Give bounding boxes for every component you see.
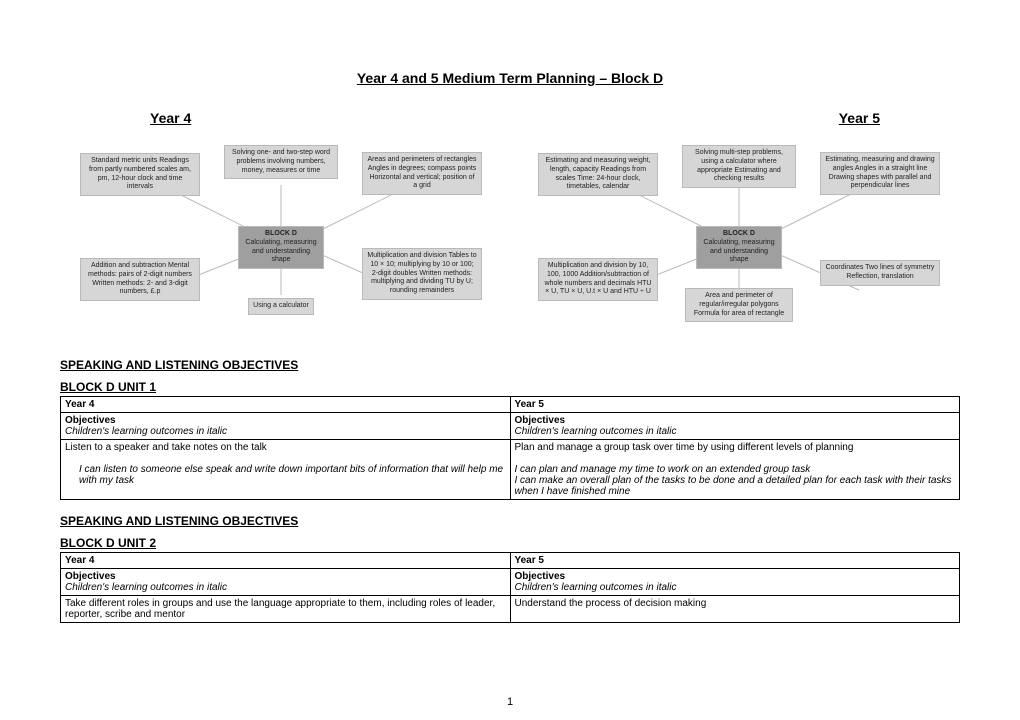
u1-y5-objlabel: Objectives: [515, 415, 566, 426]
sec2-heading2: BLOCK D UNIT 2: [60, 536, 960, 550]
y5-botM: Area and perimeter of regular/irregular …: [685, 288, 793, 322]
u1-y5-body: Plan and manage a group task over time b…: [510, 440, 960, 500]
u1-y4-out: I can listen to someone else speak and w…: [65, 464, 506, 486]
u1-y5-out1: I can plan and manage my time to work on…: [515, 464, 811, 475]
sec1-heading2: BLOCK D UNIT 1: [60, 380, 960, 394]
u2-colL: Year 4: [61, 553, 511, 569]
page-number: 1: [0, 696, 1020, 708]
u1-colR: Year 5: [510, 397, 960, 413]
y4-topR: Areas and perimeters of rectangles Angle…: [362, 152, 482, 195]
u2-colR: Year 5: [510, 553, 960, 569]
u2-y5-body: Understand the process of decision makin…: [510, 596, 960, 623]
u2-y4-objlabel: Objectives: [65, 571, 116, 582]
u2-y4-objhead: Objectives Children's learning outcomes …: [61, 569, 511, 596]
y4-topL: Standard metric units Readings from part…: [80, 153, 200, 196]
u1-colL: Year 4: [61, 397, 511, 413]
u1-y5-outlabel: Children's learning outcomes in italic: [515, 426, 677, 437]
y5-center-title: BLOCK D: [723, 230, 755, 237]
unit1-table: Year 4 Year 5 Objectives Children's lear…: [60, 396, 960, 500]
y5-botR: Coordinates Two lines of symmetry Reflec…: [820, 260, 940, 286]
year5-mindmap: BLOCK D Calculating, measuring and under…: [518, 140, 960, 336]
y5-topM: Solving multi-step problems, using a cal…: [682, 145, 796, 188]
year5-heading: Year 5: [839, 110, 880, 126]
y4-botR: Multiplication and division Tables to 10…: [362, 248, 482, 300]
u1-y4-body: Listen to a speaker and take notes on th…: [61, 440, 511, 500]
year4-mindmap: BLOCK D Calculating, measuring and under…: [60, 140, 502, 336]
u1-y5-obj: Plan and manage a group task over time b…: [515, 442, 854, 453]
u2-y5-objhead: Objectives Children's learning outcomes …: [510, 569, 960, 596]
y4-botM: Using a calculator: [248, 298, 314, 315]
year4-heading: Year 4: [150, 110, 191, 126]
sec2-heading1: SPEAKING AND LISTENING OBJECTIVES: [60, 514, 960, 528]
page-title: Year 4 and 5 Medium Term Planning – Bloc…: [60, 70, 960, 86]
sec1-heading1: SPEAKING AND LISTENING OBJECTIVES: [60, 358, 960, 372]
u2-y4-body: Take different roles in groups and use t…: [61, 596, 511, 623]
year-column-headings: Year 4 Year 5: [60, 110, 960, 126]
y4-center-title: BLOCK D: [265, 230, 297, 237]
u2-y5-outlabel: Children's learning outcomes in italic: [515, 582, 677, 593]
y4-center-sub: Calculating, measuring and understanding…: [245, 239, 316, 264]
u2-y4-outlabel: Children's learning outcomes in italic: [65, 582, 227, 593]
y5-topL: Estimating and measuring weight, length,…: [538, 153, 658, 196]
y4-botL: Addition and subtraction Mental methods:…: [80, 258, 200, 301]
u1-y4-objlabel: Objectives: [65, 415, 116, 426]
y4-topM: Solving one- and two-step word problems …: [224, 145, 338, 179]
y4-center-box: BLOCK D Calculating, measuring and under…: [238, 226, 324, 269]
mindmap-row: BLOCK D Calculating, measuring and under…: [60, 140, 960, 336]
unit2-table: Year 4 Year 5 Objectives Children's lear…: [60, 552, 960, 623]
y5-botL: Multiplication and division by 10, 100, …: [538, 258, 658, 301]
u1-y4-obj: Listen to a speaker and take notes on th…: [65, 442, 267, 453]
y5-center-box: BLOCK D Calculating, measuring and under…: [696, 226, 782, 269]
y5-topR: Estimating, measuring and drawing angles…: [820, 152, 940, 195]
u1-y5-objhead: Objectives Children's learning outcomes …: [510, 413, 960, 440]
u1-y4-outlabel: Children's learning outcomes in italic: [65, 426, 227, 437]
u1-y5-out2: I can make an overall plan of the tasks …: [515, 475, 952, 497]
y5-center-sub: Calculating, measuring and understanding…: [703, 239, 774, 264]
u2-y5-objlabel: Objectives: [515, 571, 566, 582]
u1-y4-objhead: Objectives Children's learning outcomes …: [61, 413, 511, 440]
